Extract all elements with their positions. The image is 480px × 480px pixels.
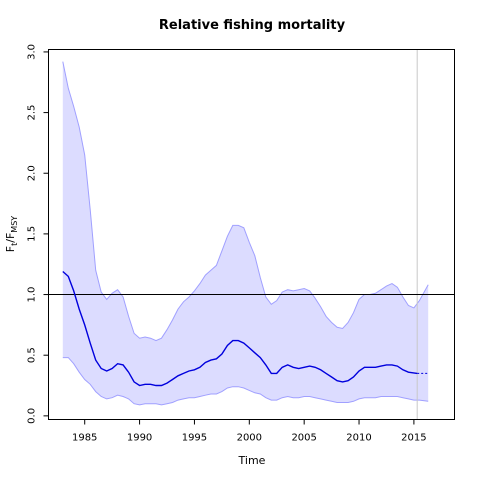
series-line-estimate bbox=[62, 270, 418, 387]
chart-title: Relative fishing mortality bbox=[159, 18, 346, 33]
x-tick-label: 2000 bbox=[237, 433, 262, 444]
plot-area bbox=[48, 49, 455, 420]
y-tick-label: 1.0 bbox=[27, 287, 38, 303]
x-tick-label: 1985 bbox=[72, 433, 97, 444]
y-tick-label: 0.5 bbox=[27, 347, 38, 363]
y-tick-label: 2.5 bbox=[27, 105, 38, 121]
x-tick-label: 2015 bbox=[401, 433, 426, 444]
y-tick-label: 3.0 bbox=[27, 44, 38, 60]
confidence-band-lower-edge bbox=[62, 357, 429, 406]
plot-frame bbox=[48, 49, 455, 420]
x-axis: 1985 1990 1995 2000 2005 2010 2015 bbox=[72, 419, 427, 444]
y-tick-label: 1.5 bbox=[27, 226, 38, 242]
x-tick-label: 1995 bbox=[182, 433, 207, 444]
x-tick-label: 2005 bbox=[291, 433, 316, 444]
y-tick-label: 0.0 bbox=[27, 408, 38, 424]
x-tick-label: 2010 bbox=[346, 433, 371, 444]
y-axis-label: Ft/FMSY bbox=[4, 216, 19, 252]
x-axis-label: Time bbox=[238, 454, 266, 467]
y-tick-label: 2.0 bbox=[27, 165, 38, 181]
x-tick-label: 1990 bbox=[127, 433, 152, 444]
y-axis: 0.0 0.5 1.0 1.5 2.0 2.5 3.0 bbox=[27, 44, 49, 424]
